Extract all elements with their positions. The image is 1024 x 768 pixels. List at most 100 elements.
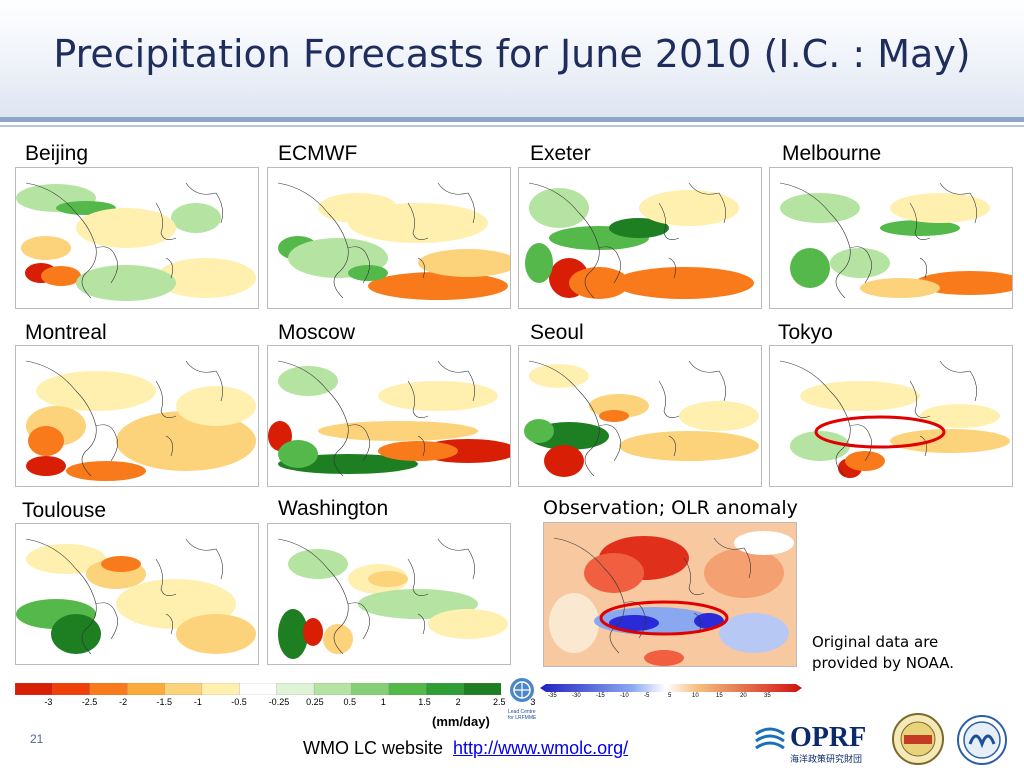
olr-anomaly-region bbox=[694, 613, 724, 629]
precip-anomaly-region bbox=[880, 220, 960, 236]
precip-anomaly-region bbox=[529, 364, 589, 388]
coastline bbox=[779, 182, 977, 299]
olr-tick-label: -35 bbox=[548, 693, 557, 699]
map-tokyo bbox=[769, 345, 1013, 487]
precip-anomaly-region bbox=[323, 624, 353, 654]
colorbar-tick-label: -1.5 bbox=[156, 697, 173, 707]
oprf-logo: OPRF 海洋政策研究財団 bbox=[752, 720, 884, 764]
footer-label: WMO LC website bbox=[303, 738, 444, 758]
colorbar-swatch bbox=[463, 683, 501, 695]
label-washington: Washington bbox=[278, 497, 389, 520]
precip-anomaly-region bbox=[156, 258, 256, 298]
wmo-emblem-icon bbox=[510, 678, 534, 702]
colorbar-swatch bbox=[201, 683, 240, 695]
olr-tick-label: 10 bbox=[692, 693, 699, 699]
precip-anomaly-region bbox=[599, 410, 629, 422]
olr-tick-label: -10 bbox=[620, 693, 629, 699]
wmo-lc-logo: Lead Centre for LRFMME bbox=[508, 676, 538, 721]
colorbar-swatch bbox=[52, 683, 91, 695]
footer-link[interactable]: http://www.wmolc.org/ bbox=[453, 738, 629, 758]
header-divider bbox=[0, 117, 1024, 122]
coastline bbox=[25, 360, 223, 477]
olr-highlight-ellipse bbox=[599, 600, 729, 636]
precip-anomaly-region bbox=[176, 386, 256, 426]
colorbar-swatch bbox=[89, 683, 128, 695]
precip-anomaly-region bbox=[76, 265, 176, 301]
coastline bbox=[25, 538, 223, 655]
colorbar-tick-label: 0.5 bbox=[343, 697, 356, 707]
precip-anomaly-region bbox=[21, 236, 71, 260]
precip-map-graphic bbox=[16, 182, 256, 301]
precip-anomaly-region bbox=[51, 614, 101, 654]
label-ecmwf: ECMWF bbox=[278, 142, 358, 165]
olr-tick-label: -5 bbox=[644, 693, 650, 699]
colorbar-tick-label: -3 bbox=[44, 697, 53, 707]
jma-emblem-icon bbox=[957, 715, 1007, 765]
precip-anomaly-region bbox=[378, 441, 458, 461]
precip-anomaly-region bbox=[780, 193, 860, 223]
map-toulouse bbox=[15, 523, 259, 665]
precip-anomaly-region bbox=[800, 381, 920, 411]
precip-anomaly-region bbox=[619, 431, 759, 461]
footer: WMO LC website http://www.wmolc.org/ bbox=[303, 738, 628, 759]
coastline bbox=[277, 182, 475, 299]
precip-anomaly-region bbox=[26, 544, 106, 574]
map-washington bbox=[267, 523, 511, 665]
precip-anomaly-region bbox=[790, 431, 850, 461]
colorbar-swatch bbox=[239, 683, 278, 695]
olr-anomaly-region bbox=[584, 553, 644, 593]
label-montreal: Montreal bbox=[25, 321, 107, 344]
map-montreal bbox=[15, 345, 259, 487]
coastline bbox=[779, 360, 977, 477]
olr-scale-bar bbox=[540, 684, 802, 692]
colorbar-tick-label: 1 bbox=[380, 697, 386, 707]
colorbar-tick-label: -2.5 bbox=[81, 697, 98, 707]
colorbar-tick-label: -1 bbox=[193, 697, 202, 707]
label-melbourne: Melbourne bbox=[782, 142, 882, 165]
precip-anomaly-region bbox=[890, 429, 1010, 453]
label-beijing: Beijing bbox=[25, 142, 89, 165]
map-melbourne bbox=[769, 167, 1013, 309]
precip-anomaly-region bbox=[318, 193, 398, 223]
precip-anomaly-region bbox=[318, 421, 478, 441]
precip-anomaly-region bbox=[41, 266, 81, 286]
met-research-seal-icon bbox=[892, 713, 944, 765]
map-exeter bbox=[518, 167, 762, 309]
olr-tick-label: 35 bbox=[764, 693, 771, 699]
colorbar-swatch bbox=[426, 683, 465, 695]
colorbar-swatch bbox=[351, 683, 390, 695]
coastline bbox=[553, 537, 751, 654]
unit-label: (mm/day) bbox=[432, 714, 490, 729]
precip-anomaly-region bbox=[368, 272, 508, 300]
map-ecmwf bbox=[267, 167, 511, 309]
colorbar-swatch bbox=[127, 683, 166, 695]
colorbar-tick-label: 3 bbox=[530, 697, 536, 707]
colorbar-swatch bbox=[388, 683, 427, 695]
precip-anomaly-region bbox=[101, 556, 141, 572]
oprf-subtext: 海洋政策研究財団 bbox=[790, 754, 863, 764]
colorbar-tick-label: 0.25 bbox=[306, 697, 324, 707]
colorbar-swatch bbox=[276, 683, 315, 695]
precip-anomaly-region bbox=[860, 278, 940, 298]
precip-anomaly-region bbox=[368, 571, 408, 587]
precip-anomaly-region bbox=[176, 614, 256, 654]
olr-tick-label: 5 bbox=[668, 693, 672, 699]
precip-anomaly-region bbox=[890, 193, 990, 223]
note-line-1: Original data are bbox=[812, 633, 939, 651]
precip-anomaly-region bbox=[278, 366, 338, 396]
precip-anomaly-region bbox=[639, 190, 739, 226]
olr-anomaly-region bbox=[644, 650, 684, 666]
oprf-text: OPRF bbox=[790, 722, 867, 753]
precip-anomaly-region bbox=[525, 243, 553, 283]
precip-anomaly-region bbox=[76, 208, 176, 248]
precip-anomaly-region bbox=[609, 218, 669, 238]
precip-anomaly-region bbox=[171, 203, 221, 233]
precip-map-graphic bbox=[277, 182, 510, 300]
precip-anomaly-region bbox=[529, 188, 589, 228]
colorbar-tick-label: -0.25 bbox=[268, 697, 290, 707]
precip-colorbar bbox=[15, 683, 501, 695]
coastline bbox=[25, 182, 223, 299]
precip-anomaly-region bbox=[614, 267, 754, 299]
tokyo-highlight-ellipse bbox=[814, 415, 946, 449]
oprf-wave-icon bbox=[755, 727, 785, 750]
